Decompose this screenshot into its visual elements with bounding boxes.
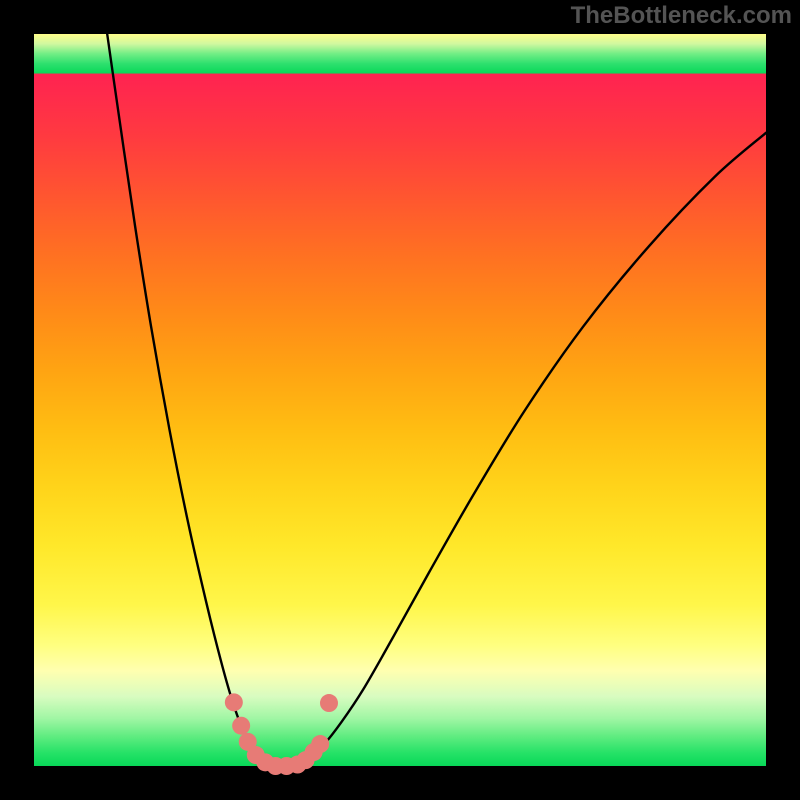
watermark-text: TheBottleneck.com xyxy=(571,2,792,30)
dot-series xyxy=(34,34,766,766)
data-dot xyxy=(225,693,243,711)
data-dot xyxy=(232,717,250,735)
data-dot xyxy=(311,735,329,753)
data-dot xyxy=(320,694,338,712)
chart-stage: TheBottleneck.com xyxy=(0,0,800,800)
